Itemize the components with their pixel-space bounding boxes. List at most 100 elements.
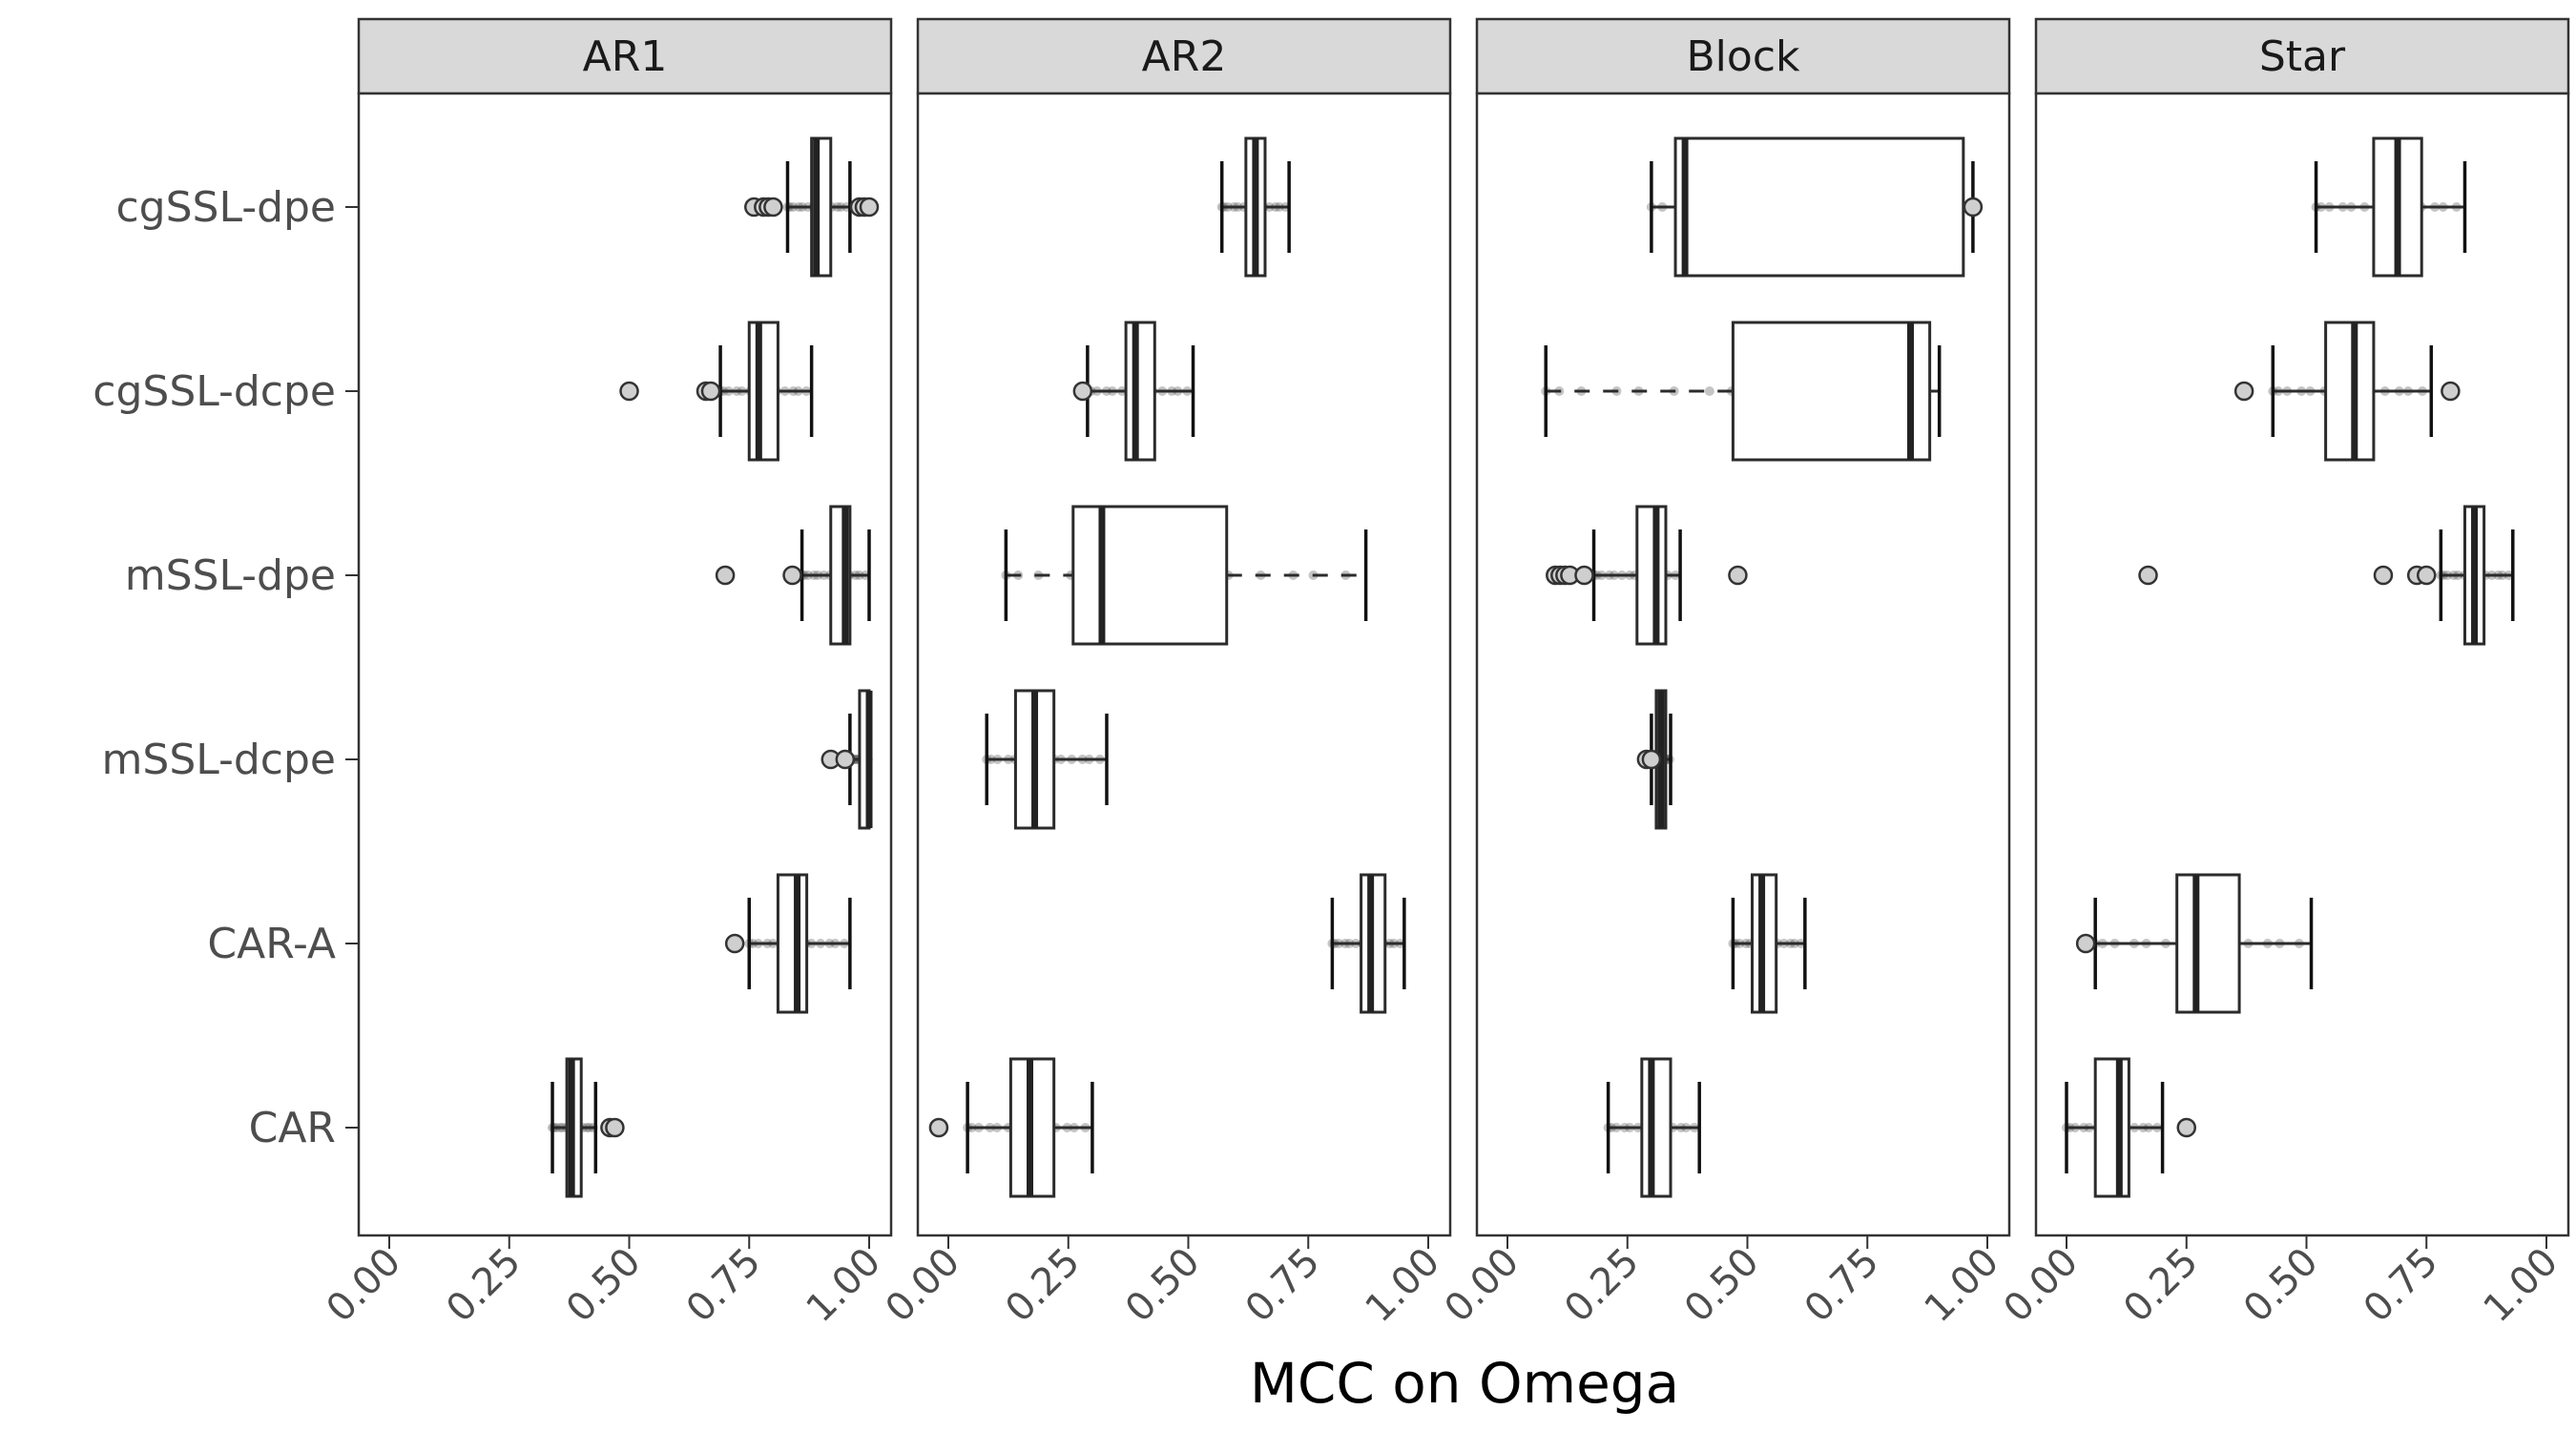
box-cgssl-dpe: [1646, 136, 1984, 278]
outlier-point: [1072, 381, 1093, 402]
box-mssl-dpe: [1546, 505, 1748, 646]
facet-title: AR2: [1142, 32, 1227, 81]
facet-panel-ar1: AR1 0.00 0.25 0.50 0.75 1.00: [319, 17, 893, 1332]
box-iqr: [1731, 321, 1932, 462]
box-iqr: [1635, 505, 1668, 646]
outlier-point: [928, 1117, 949, 1138]
x-tick-label: 0.75: [1237, 1240, 1329, 1332]
x-tick-label: 0.00: [878, 1240, 969, 1332]
x-tick-label: 0.25: [1556, 1240, 1648, 1332]
outlier-point: [782, 565, 802, 586]
outlier-point: [1641, 749, 1662, 770]
outlier-point: [2176, 1117, 2196, 1138]
outlier-point: [605, 1117, 625, 1138]
outlier-point: [2441, 381, 2461, 402]
outlier-point: [619, 381, 639, 402]
box-iqr: [2324, 321, 2376, 462]
panel-frame: [357, 92, 893, 1237]
x-tick-label: 0.00: [319, 1240, 410, 1332]
box-car: [1603, 1057, 1701, 1198]
category-label: mSSL-dpe: [125, 551, 336, 600]
x-axis-title: MCC on Omega: [1250, 1351, 1679, 1416]
box-mssl-dcpe: [1636, 689, 1674, 830]
jitter-point: [1704, 386, 1714, 396]
box-cgssl-dcpe: [1541, 321, 1942, 462]
x-tick-label: 1.00: [799, 1240, 890, 1332]
outlier-point: [700, 381, 721, 402]
category-label: CAR: [249, 1104, 336, 1152]
box-iqr: [1124, 321, 1156, 462]
facet-title: Star: [2259, 32, 2346, 81]
x-tick-label: 0.75: [1797, 1240, 1888, 1332]
x-tick-label: 0.75: [678, 1240, 770, 1332]
box-iqr: [747, 321, 779, 462]
facet-strip: [1475, 17, 2011, 95]
category-label: CAR-A: [207, 920, 336, 968]
box-cgssl-dpe: [744, 136, 880, 278]
category-axis-labels: cgSSL-dpe cgSSL-dcpe mSSL-dpe mSSL-dcpe CAR-…: [93, 183, 359, 1152]
outlier-point: [1963, 197, 1984, 218]
outlier-point: [1574, 565, 1594, 586]
facet-title: AR1: [583, 32, 668, 81]
box-cgssl-dcpe: [1072, 321, 1195, 462]
box-iqr: [1071, 505, 1229, 646]
facet-panels: AR1 0.00 0.25 0.50 0.75 1.00 AR2 0.00 0.25 0.50 0.…: [319, 17, 2570, 1332]
box-cgssl-dpe: [2311, 136, 2467, 278]
box-car: [2062, 1057, 2196, 1198]
category-label: cgSSL-dpe: [115, 183, 336, 232]
x-tick-label: 0.25: [438, 1240, 530, 1332]
panel-frame: [1475, 92, 2011, 1237]
panel-frame: [916, 92, 1452, 1237]
facet-panel-ar2: AR2 0.00 0.25 0.50 0.75 1.00: [878, 17, 1452, 1332]
facet-strip: [357, 17, 893, 95]
panel-frame: [2034, 92, 2570, 1237]
box-mssl-dpe: [715, 505, 871, 646]
box-iqr: [2175, 873, 2241, 1014]
category-label: cgSSL-dcpe: [93, 367, 336, 416]
facet-panel-block: Block 0.00 0.25 0.50 0.75 1.00: [1437, 17, 2011, 1332]
box-cgssl-dcpe: [2233, 321, 2461, 462]
outlier-point: [2075, 933, 2096, 954]
box-mssl-dpe: [2138, 505, 2515, 646]
x-tick-label: 1.00: [1917, 1240, 2008, 1332]
box-car-a: [724, 873, 852, 1014]
outlier-point: [2373, 565, 2394, 586]
facet-title: Block: [1686, 32, 1800, 81]
box-cgssl-dpe: [1216, 136, 1291, 278]
outlier-point: [835, 749, 856, 770]
x-tick-label: 0.25: [2115, 1240, 2207, 1332]
outlier-point: [859, 197, 880, 218]
x-tick-label: 1.00: [1358, 1240, 1449, 1332]
x-tick-label: 0.50: [1676, 1240, 1768, 1332]
box-car-a: [2075, 873, 2314, 1014]
box-iqr: [1673, 136, 1965, 278]
facet-strip: [916, 17, 1452, 95]
box-car: [548, 1057, 625, 1198]
box-car-a: [1728, 873, 1807, 1014]
box-mssl-dpe: [1001, 505, 1368, 646]
x-tick-label: 0.50: [558, 1240, 650, 1332]
outlier-point: [724, 933, 745, 954]
box-iqr: [2093, 1057, 2130, 1198]
outlier-point: [2138, 565, 2158, 586]
x-tick-label: 0.75: [2356, 1240, 2447, 1332]
outlier-point: [1728, 565, 1748, 586]
outlier-point: [763, 197, 783, 218]
outlier-point: [715, 565, 736, 586]
facet-panel-star: Star 0.00 0.25 0.50 0.75 1.00: [1996, 17, 2570, 1332]
x-tick-label: 0.25: [997, 1240, 1089, 1332]
box-iqr: [1640, 1057, 1672, 1198]
outlier-point: [2417, 565, 2437, 586]
box-car-a: [1327, 873, 1406, 1014]
x-tick-label: 0.50: [1117, 1240, 1209, 1332]
x-tick-label: 0.00: [1996, 1240, 2088, 1332]
x-tick-label: 0.00: [1437, 1240, 1528, 1332]
box-car: [928, 1057, 1094, 1198]
box-mssl-dcpe: [982, 689, 1109, 830]
outlier-point: [2233, 381, 2254, 402]
box-cgssl-dcpe: [619, 321, 814, 462]
facet-strip: [2034, 17, 2570, 95]
x-tick-label: 1.00: [2476, 1240, 2567, 1332]
box-mssl-dcpe: [821, 689, 873, 830]
